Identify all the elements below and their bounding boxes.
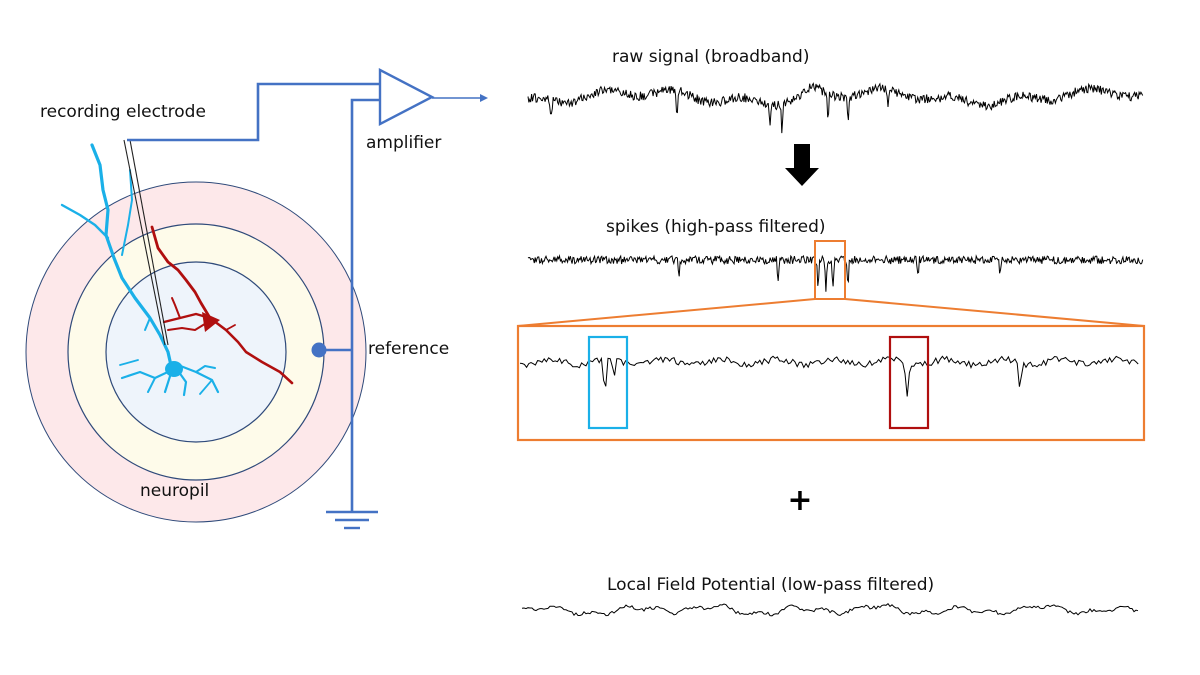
spikes-label: spikes (high-pass filtered)	[606, 217, 826, 237]
amplifier-output-arrow-icon	[432, 94, 488, 102]
zoom-connector-left	[517, 298, 816, 327]
neuropil-label: neuropil	[140, 481, 209, 501]
spikes-trace	[527, 254, 1144, 292]
reference-label: reference	[368, 339, 449, 359]
raw-signal-trace	[527, 82, 1144, 134]
zoom-selection-box	[814, 240, 846, 300]
ground-icon	[326, 510, 378, 530]
zoom-connector-right	[844, 298, 1145, 327]
lfp-label: Local Field Potential (low-pass filtered…	[607, 575, 934, 595]
zoomed-spikes-panel	[516, 324, 1146, 442]
recording-electrode-label: recording electrode	[40, 102, 206, 122]
blue-neuron-soma	[165, 361, 183, 377]
zoomed-spikes-trace	[519, 355, 1139, 397]
recording-electrode	[123, 139, 169, 346]
plus-sign: +	[787, 483, 812, 518]
amplifier-icon	[378, 68, 435, 126]
cell-body-region	[105, 261, 287, 443]
red-unit-spike-box	[888, 335, 930, 430]
down-arrow-icon	[785, 144, 819, 186]
blue-unit-spike-box	[587, 335, 629, 430]
raw-signal-label: raw signal (broadband)	[612, 47, 809, 67]
reference-contact	[311, 342, 327, 358]
red-neuron-soma	[202, 312, 220, 332]
lfp-trace	[521, 602, 1139, 617]
amplifier-label: amplifier	[366, 133, 441, 153]
blue-neuron	[60, 143, 220, 397]
